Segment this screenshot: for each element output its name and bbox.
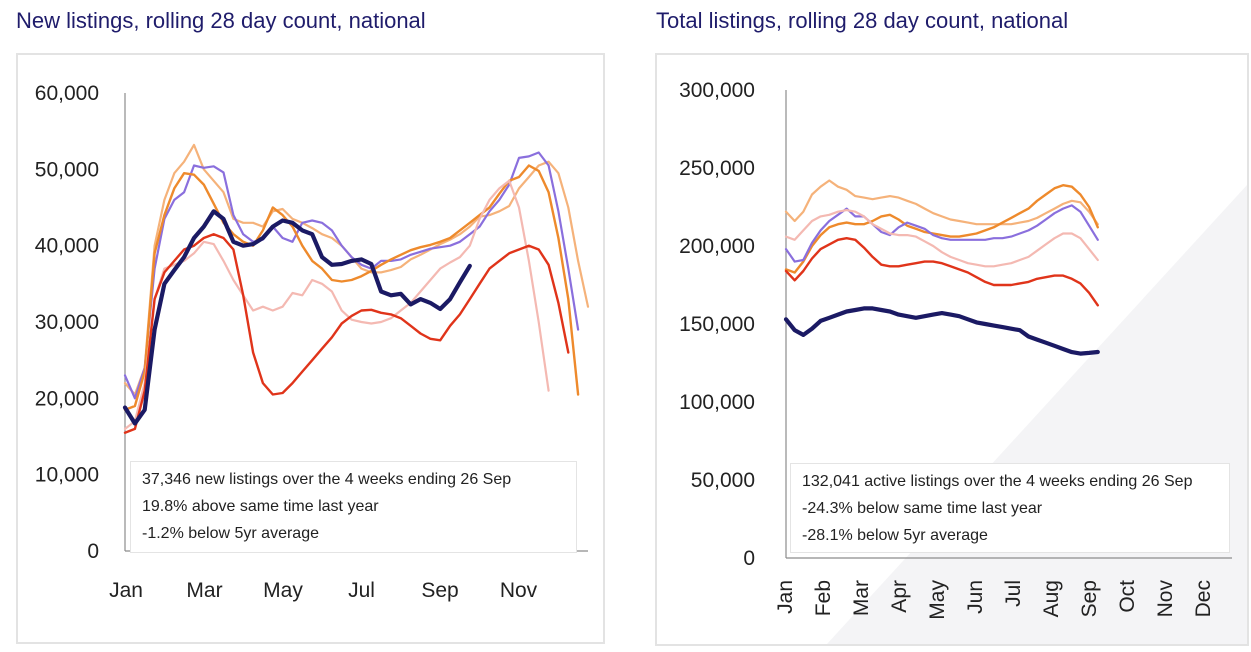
new-listings-series-current-line — [122, 209, 472, 426]
new-listings-chart: 0 10,000 20,000 30,000 40,000 50,000 60,000 Jan… — [35, 82, 590, 602]
total-listings-y-tick-label: 200,000 — [679, 235, 755, 258]
new-listings-series-pink-line — [123, 179, 550, 430]
total-listings-chart-panel: 0 50,000 100,000 150,000 200,000 250,000 300,0… — [655, 53, 1249, 646]
new-listings-chart-panel: 0 10,000 20,000 30,000 40,000 50,000 60,000 Jan… — [16, 53, 605, 644]
new-listings-y-tick-label: 50,000 — [35, 158, 99, 181]
total-listings-x-tick-label: Dec — [1192, 580, 1215, 617]
new-listings-x-tick-label: Sep — [421, 579, 458, 602]
total-listings-chart: 0 50,000 100,000 150,000 200,000 250,000 300,0… — [679, 79, 1247, 644]
total-listings-series-pink-line — [784, 209, 1099, 268]
total-listings-x-tick-label: Jun — [964, 580, 987, 614]
total-listings-y-tick-label: 250,000 — [679, 157, 755, 180]
total-listings-x-tick-label: Jan — [774, 580, 797, 614]
total-listings-background-shade — [827, 185, 1247, 644]
new-listings-annotation-line-2: 19.8% above same time last year — [142, 498, 379, 515]
new-listings-y-tick-label: 20,000 — [35, 387, 99, 410]
total-listings-x-tick-label: Jul — [1002, 580, 1025, 607]
new-listings-y-tick-label: 60,000 — [35, 82, 99, 105]
right-chart-title: Total listings, rolling 28 day count, na… — [656, 8, 1069, 33]
total-listings-annotation-line-3: -28.1% below 5yr average — [802, 527, 988, 544]
total-listings-y-tick-label: 300,000 — [679, 79, 755, 102]
new-listings-series-purple-line — [123, 151, 580, 400]
total-listings-series-red-line — [784, 236, 1099, 307]
total-listings-x-tick-label: May — [926, 580, 949, 620]
new-listings-y-tick-label: 40,000 — [35, 235, 99, 258]
new-listings-y-tick-label: 30,000 — [35, 311, 99, 334]
total-listings-x-tick-label: Oct — [1116, 580, 1139, 613]
left-chart-title: New listings, rolling 28 day count, nati… — [16, 8, 426, 33]
new-listings-series-orange-line — [123, 164, 580, 411]
total-listings-series-light-orange-line — [784, 179, 1099, 226]
total-listings-annotation-box: 132,041 active listings over the 4 weeks… — [790, 463, 1230, 553]
total-listings-y-tick-label: 50,000 — [691, 469, 755, 492]
new-listings-x-tick-label: May — [263, 579, 303, 602]
new-listings-x-tick-label: Nov — [500, 579, 538, 602]
total-listings-x-tick-label: Feb — [812, 580, 835, 616]
new-listings-x-tick-label: Jul — [348, 579, 375, 602]
total-listings-series-purple-line — [784, 204, 1099, 263]
total-listings-annotation-line-1: 132,041 active listings over the 4 weeks… — [802, 473, 1193, 490]
new-listings-annotation-line-3: -1.2% below 5yr average — [142, 525, 319, 542]
total-listings-annotation-line-2: -24.3% below same time last year — [802, 500, 1043, 517]
total-listings-series-orange-line — [784, 183, 1099, 274]
new-listings-x-tick-label: Jan — [109, 579, 143, 602]
total-listings-x-tick-label: Nov — [1154, 580, 1177, 618]
total-listings-x-tick-label: Apr — [888, 580, 911, 613]
new-listings-x-tick-label: Mar — [186, 579, 222, 602]
new-listings-annotation-line-1: 37,346 new listings over the 4 weeks end… — [142, 471, 512, 488]
new-listings-series-light-orange-line — [123, 143, 590, 396]
total-listings-x-tick-label: Sep — [1078, 580, 1101, 617]
new-listings-y-tick-label: 0 — [87, 540, 99, 563]
new-listings-series-red-line — [123, 232, 570, 434]
total-listings-y-tick-label: 100,000 — [679, 391, 755, 414]
new-listings-annotation-box: 37,346 new listings over the 4 weeks end… — [130, 461, 577, 553]
total-listings-series-current-line — [783, 306, 1100, 356]
total-listings-y-tick-label: 150,000 — [679, 313, 755, 336]
total-listings-x-tick-label: Mar — [850, 580, 873, 616]
total-listings-x-tick-label: Aug — [1040, 580, 1063, 617]
total-listings-y-tick-label: 0 — [743, 547, 755, 570]
new-listings-y-tick-label: 10,000 — [35, 464, 99, 487]
